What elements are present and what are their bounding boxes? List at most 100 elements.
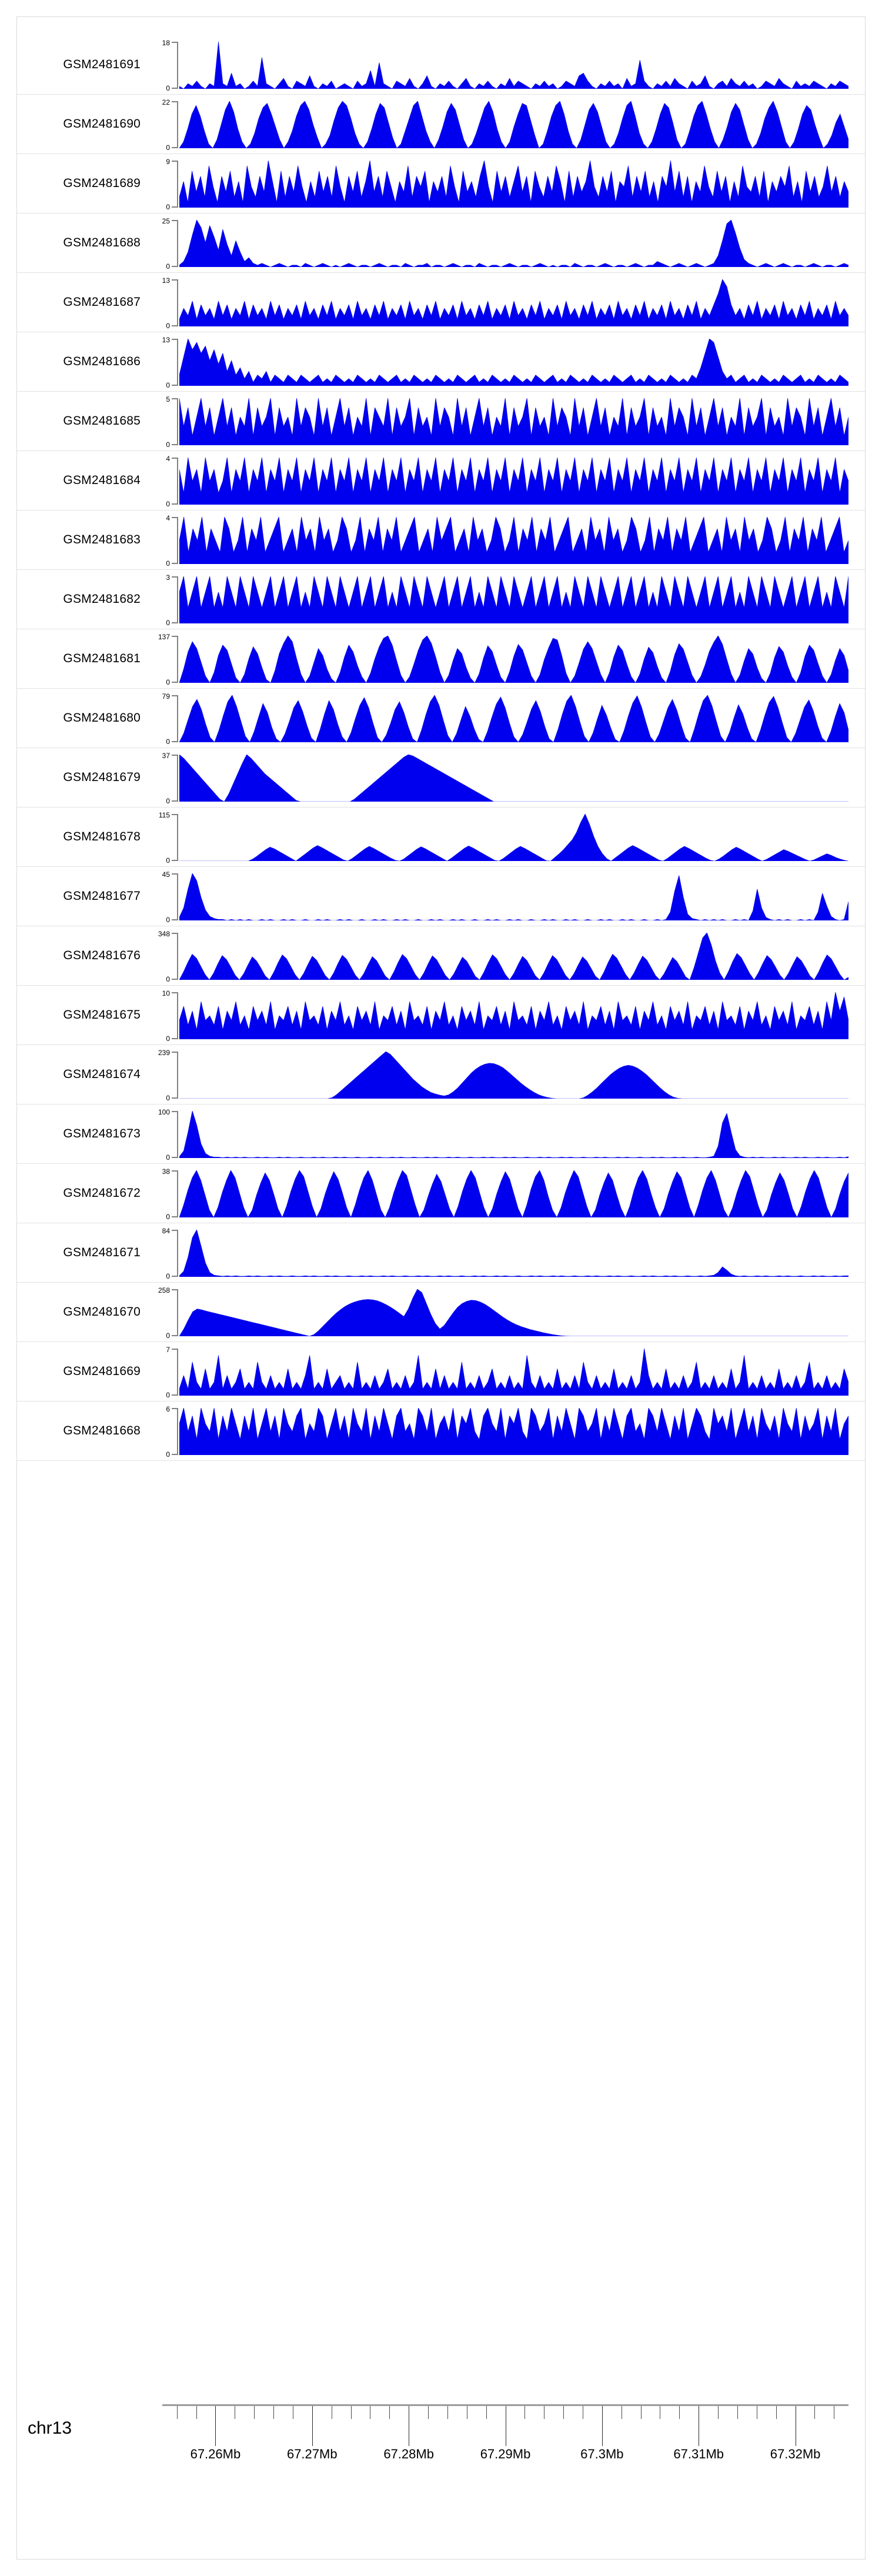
coverage-track[interactable]: GSM2481690 22 0 xyxy=(17,95,865,154)
y-axis-max-label: 239 xyxy=(158,1049,170,1057)
y-axis-tick-bottom xyxy=(172,741,178,742)
coverage-track[interactable]: GSM2481686 13 0 xyxy=(17,332,865,392)
coverage-track[interactable]: GSM2481677 45 0 xyxy=(17,867,865,926)
track-signal-area[interactable] xyxy=(179,1289,848,1336)
axis-minor-tick xyxy=(679,2406,680,2419)
track-signal-area[interactable] xyxy=(179,1408,848,1455)
figure-frame xyxy=(16,16,866,2560)
track-signal-area[interactable] xyxy=(179,576,848,623)
coverage-track[interactable]: GSM2481674 239 0 xyxy=(17,1045,865,1105)
coverage-track[interactable]: GSM2481676 348 0 xyxy=(17,926,865,986)
track-signal-area[interactable] xyxy=(179,636,848,683)
coverage-signal-path xyxy=(179,1111,848,1158)
y-axis-min-label: 0 xyxy=(166,1153,170,1162)
axis-tick-label: 67.32Mb xyxy=(770,2447,821,2461)
y-axis-tick-bottom xyxy=(172,147,178,148)
y-axis-min-label: 0 xyxy=(166,975,170,983)
track-signal-area[interactable] xyxy=(179,1052,848,1099)
coverage-signal-path xyxy=(179,517,848,564)
y-axis-tick-top xyxy=(172,755,178,756)
track-signal-area[interactable] xyxy=(179,161,848,208)
coverage-track[interactable]: GSM2481688 25 0 xyxy=(17,213,865,273)
coverage-track[interactable]: GSM2481670 258 0 xyxy=(17,1283,865,1342)
y-axis-min-label: 0 xyxy=(166,381,170,389)
track-signal-area[interactable] xyxy=(179,517,848,564)
coverage-signal-path xyxy=(179,1408,848,1455)
track-signal-area[interactable] xyxy=(179,220,848,267)
track-signal-area[interactable] xyxy=(179,933,848,980)
y-axis-min-label: 0 xyxy=(166,1332,170,1340)
track-signal-area[interactable] xyxy=(179,1230,848,1277)
coverage-signal-path xyxy=(179,101,848,148)
track-signal-area[interactable] xyxy=(179,1349,848,1396)
y-axis-min-label: 0 xyxy=(166,678,170,686)
y-axis-tick-top xyxy=(172,695,178,696)
y-axis-tick-bottom xyxy=(172,266,178,267)
track-signal-area[interactable] xyxy=(179,755,848,802)
track-signal-area[interactable] xyxy=(179,101,848,148)
y-axis-line xyxy=(177,161,178,208)
track-signal-area[interactable] xyxy=(179,992,848,1039)
y-axis-tick-top xyxy=(172,458,178,459)
coverage-track[interactable]: GSM2481682 3 0 xyxy=(17,570,865,629)
y-axis-max-label: 4 xyxy=(166,514,170,522)
coverage-track[interactable]: GSM2481691 18 0 xyxy=(17,35,865,95)
axis-tick-label: 67.29Mb xyxy=(480,2447,531,2461)
y-axis-max-label: 10 xyxy=(162,989,170,997)
track-y-axis: 13 0 xyxy=(150,277,178,329)
coverage-signal-path xyxy=(179,1349,848,1396)
coverage-track[interactable]: GSM2481672 38 0 xyxy=(17,1164,865,1223)
track-label: GSM2481668 xyxy=(63,1424,141,1437)
track-signal-area[interactable] xyxy=(179,339,848,386)
track-signal-area[interactable] xyxy=(179,458,848,505)
y-axis-max-label: 6 xyxy=(166,1405,170,1413)
y-axis-min-label: 0 xyxy=(166,500,170,508)
coverage-track[interactable]: GSM2481689 9 0 xyxy=(17,154,865,213)
y-axis-min-label: 0 xyxy=(166,203,170,211)
coverage-track[interactable]: GSM2481669 7 0 xyxy=(17,1342,865,1402)
track-signal-area[interactable] xyxy=(179,1170,848,1217)
track-label: GSM2481676 xyxy=(63,949,141,962)
coverage-track[interactable]: GSM2481687 13 0 xyxy=(17,273,865,332)
y-axis-tick-top xyxy=(172,576,178,578)
coverage-track[interactable]: GSM2481685 5 0 xyxy=(17,392,865,451)
y-axis-line xyxy=(177,398,178,445)
coverage-track[interactable]: GSM2481675 10 0 xyxy=(17,986,865,1045)
coverage-track[interactable]: GSM2481684 4 0 xyxy=(17,451,865,510)
y-axis-tick-bottom xyxy=(172,1097,178,1099)
coverage-signal-path xyxy=(179,992,848,1039)
coverage-track[interactable]: GSM2481671 84 0 xyxy=(17,1223,865,1283)
track-signal-area[interactable] xyxy=(179,279,848,326)
y-axis-tick-bottom xyxy=(172,503,178,505)
chromosome-label: chr13 xyxy=(28,2418,72,2438)
track-signal-area[interactable] xyxy=(179,398,848,445)
y-axis-max-label: 4 xyxy=(166,455,170,463)
track-y-axis: 38 0 xyxy=(150,1168,178,1220)
coverage-track[interactable]: GSM2481668 6 0 xyxy=(17,1402,865,1461)
axis-major-tick xyxy=(602,2406,603,2446)
axis-minor-tick xyxy=(273,2406,275,2419)
coverage-track[interactable]: GSM2481683 4 0 xyxy=(17,510,865,570)
y-axis-tick-top xyxy=(172,636,178,637)
coverage-track[interactable]: GSM2481673 100 0 xyxy=(17,1105,865,1164)
axis-minor-tick xyxy=(350,2406,352,2419)
genome-axis-area[interactable]: 67.26Mb 67.27Mb 67.28Mb 67.29Mb 67.3Mb 67.31M… xyxy=(162,2382,848,2517)
track-signal-area[interactable] xyxy=(179,695,848,742)
track-y-axis: 25 0 xyxy=(150,218,178,270)
coverage-track[interactable]: GSM2481678 115 0 xyxy=(17,807,865,867)
coverage-signal-path xyxy=(179,755,848,802)
y-axis-tick-top xyxy=(172,814,178,815)
track-signal-area[interactable] xyxy=(179,814,848,861)
y-axis-min-label: 0 xyxy=(166,144,170,152)
track-signal-area[interactable] xyxy=(179,873,848,920)
y-axis-min-label: 0 xyxy=(166,1272,170,1280)
coverage-track[interactable]: GSM2481680 79 0 xyxy=(17,689,865,748)
y-axis-max-label: 100 xyxy=(158,1108,170,1116)
track-signal-area[interactable] xyxy=(179,1111,848,1158)
coverage-track[interactable]: GSM2481681 137 0 xyxy=(17,629,865,689)
axis-minor-tick xyxy=(563,2406,564,2419)
track-y-axis: 18 0 xyxy=(150,39,178,92)
coverage-track[interactable]: GSM2481679 37 0 xyxy=(17,748,865,807)
track-signal-area[interactable] xyxy=(179,42,848,89)
